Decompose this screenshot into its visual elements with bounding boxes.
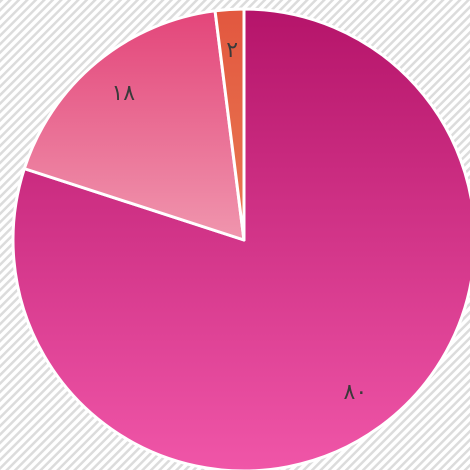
pie-slice xyxy=(22,9,246,242)
pie-slice xyxy=(213,7,246,242)
data-label: ٨٠ xyxy=(344,380,368,405)
data-label: ١٨ xyxy=(111,81,135,106)
data-label: ٢ xyxy=(226,38,238,63)
